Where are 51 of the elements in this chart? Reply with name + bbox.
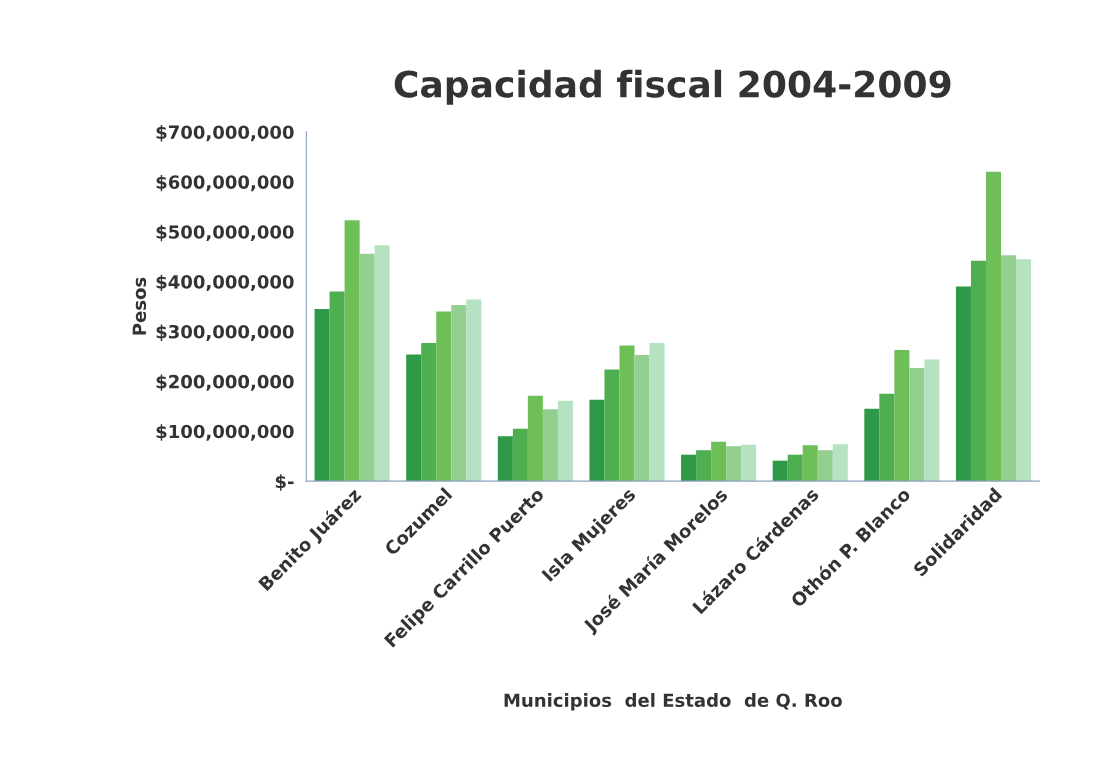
bar: [894, 349, 910, 482]
bar: [634, 354, 650, 482]
y-tick-label: $400,000,000: [156, 274, 294, 292]
y-tick-label: $500,000,000: [156, 224, 294, 242]
bar: [359, 253, 375, 482]
bar: [406, 354, 422, 482]
bar: [527, 395, 543, 482]
bar: [817, 450, 833, 482]
bar: [421, 342, 437, 482]
bar: [1001, 255, 1017, 482]
bar: [451, 305, 467, 482]
bar: [726, 446, 742, 482]
bar: [557, 400, 573, 482]
bar: [832, 444, 848, 482]
bar: [802, 445, 818, 482]
bar: [329, 291, 345, 482]
chart-title: Capacidad fiscal 2004-2009: [394, 69, 951, 105]
y-tick-label: $300,000,000: [156, 324, 294, 341]
bar: [787, 454, 803, 482]
y-tick-label: $600,000,000: [156, 174, 294, 192]
bar: [909, 367, 925, 482]
bar: [924, 359, 940, 482]
y-axis-title: Pesos: [132, 277, 147, 335]
bar: [512, 428, 528, 482]
bar: [589, 399, 605, 482]
bar: [955, 286, 971, 482]
bar: [374, 245, 390, 482]
bar: [497, 436, 513, 482]
bar: [604, 369, 620, 482]
x-axis-title: Municipios del Estado de Q. Roo: [504, 693, 842, 711]
bar: [879, 393, 895, 482]
bar: [436, 311, 452, 482]
bar: [741, 444, 757, 482]
bar: [681, 454, 697, 482]
bar: [649, 342, 665, 482]
bar: [864, 408, 880, 482]
y-tick-label: $200,000,000: [156, 374, 294, 391]
bar: [985, 171, 1001, 482]
bar: [711, 441, 727, 482]
bar: [314, 309, 330, 482]
bar: [970, 260, 986, 482]
y-tick-label: $100,000,000: [156, 424, 294, 441]
bar: [1016, 259, 1032, 482]
bar: [619, 345, 635, 482]
bar: [696, 450, 712, 482]
bar: [466, 299, 482, 482]
bar: [542, 409, 558, 482]
bar: [344, 220, 360, 482]
bar: [772, 460, 788, 482]
y-tick-label: $-: [275, 474, 294, 491]
y-tick-label: $700,000,000: [156, 125, 294, 142]
